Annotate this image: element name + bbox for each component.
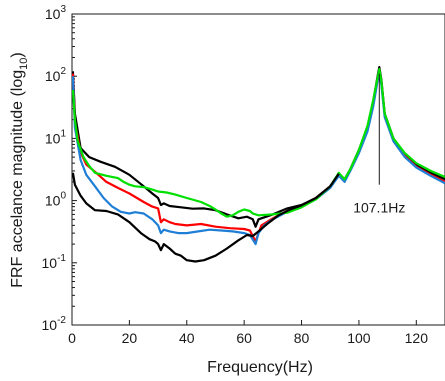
y-tick-label: 10-1 [42,253,67,271]
x-tick-label: 40 [179,330,195,346]
series-line-5 [72,172,340,263]
series-line-4 [72,68,445,218]
y-axis-title: FRF accelance magnitude (log10) [9,52,30,287]
y-tick-label: 102 [45,66,67,84]
x-tick-label: 60 [236,330,252,346]
y-tick-label: 100 [45,191,67,209]
y-tick-label: 101 [45,128,67,146]
series-lines [72,66,445,263]
x-tick-label: 20 [122,330,138,346]
y-tick-label: 10-2 [42,315,67,333]
y-axis-title-main: FRF accelance magnitude (log [9,70,26,288]
y-axis-title-end: ) [9,52,26,57]
annotation-label: 107.1Hz [353,200,405,216]
x-axis-title: Frequency(Hz) [207,359,313,376]
plot-frame [71,13,445,326]
y-tick-label: 103 [45,4,67,22]
x-tick-label: 100 [347,330,371,346]
x-tick-label: 0 [68,330,76,346]
peak-annotation: 107.1Hz [353,73,405,216]
axis-ticks: 0 20 40 60 80 100 120 103 102 101 100 10-1 10-2 [42,4,429,346]
y-axis-title-subscript: 10 [18,58,30,70]
x-tick-label: 80 [294,330,310,346]
x-tick-label: 120 [405,330,429,346]
